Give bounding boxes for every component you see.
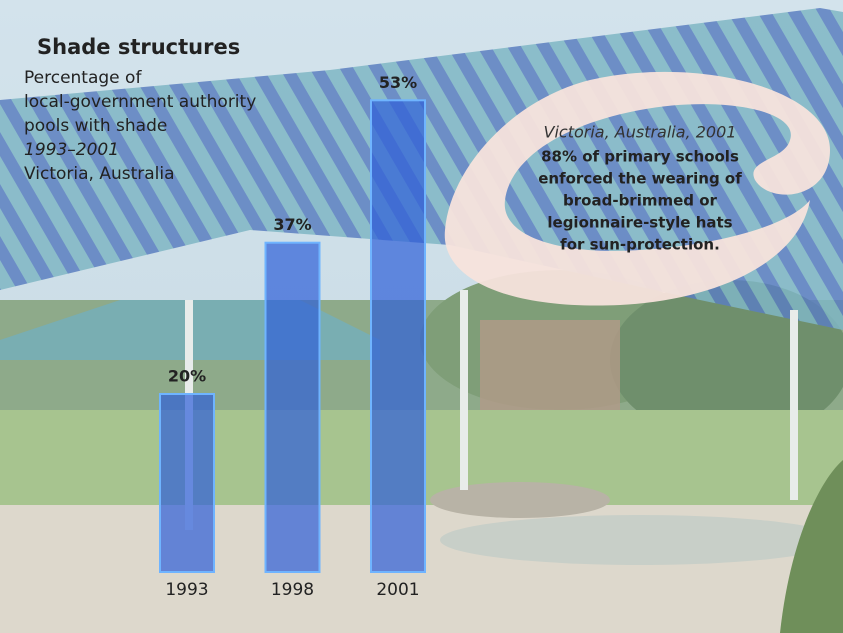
subtitle-line: local-government authority [24, 92, 256, 112]
annotation-line: legionnaire-style hats [547, 214, 732, 232]
annotation-line: 88% of primary schools [541, 148, 739, 166]
annotation-line: broad-brimmed or [563, 192, 717, 210]
x-tick-label: 2001 [376, 580, 419, 600]
subtitle-line: Percentage of [24, 68, 142, 88]
subtitle-line: Victoria, Australia [24, 164, 175, 184]
bar [371, 100, 425, 572]
bar [266, 243, 320, 572]
value-label: 20% [168, 367, 206, 386]
chart: Shade structures Percentage of local-gove… [0, 0, 843, 633]
value-label: 53% [379, 73, 417, 92]
page: {"chart_data": {"type": "bar", "title": … [0, 0, 843, 633]
annotation-heading: Victoria, Australia, 2001 [544, 123, 737, 142]
x-tick-label: 1993 [165, 580, 208, 600]
bar [160, 394, 214, 572]
annotation-line: enforced the wearing of [538, 170, 742, 188]
subtitle-line: pools with shade [24, 116, 167, 136]
x-tick-label: 1998 [271, 580, 314, 600]
subtitle-line: 1993–2001 [24, 140, 119, 160]
annotation-line: for sun-protection. [560, 236, 720, 254]
chart-title: Shade structures [37, 35, 240, 59]
value-label: 37% [273, 215, 311, 234]
